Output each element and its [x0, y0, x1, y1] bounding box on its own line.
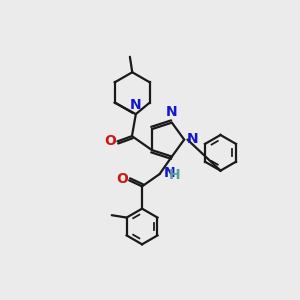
Text: N: N	[164, 166, 175, 180]
Text: N: N	[187, 132, 199, 146]
Text: O: O	[104, 134, 116, 148]
Text: O: O	[116, 172, 127, 185]
Text: N: N	[129, 98, 141, 112]
Text: H: H	[169, 168, 180, 182]
Text: N: N	[166, 105, 177, 119]
